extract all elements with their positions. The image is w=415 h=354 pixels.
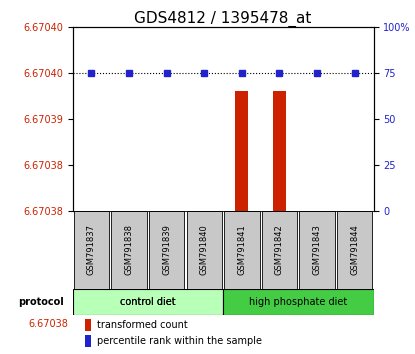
Bar <box>74 211 109 289</box>
Bar <box>337 211 372 289</box>
Bar <box>224 211 259 289</box>
Bar <box>187 211 222 289</box>
Text: GSM791838: GSM791838 <box>124 224 134 275</box>
Title: GDS4812 / 1395478_at: GDS4812 / 1395478_at <box>134 10 312 27</box>
Bar <box>299 211 335 289</box>
Bar <box>85 319 91 331</box>
Bar <box>262 211 297 289</box>
Bar <box>235 91 249 211</box>
Bar <box>273 91 286 211</box>
Text: GSM791841: GSM791841 <box>237 224 247 275</box>
Text: control diet: control diet <box>120 297 176 307</box>
Text: GSM791837: GSM791837 <box>87 224 96 275</box>
Text: protocol: protocol <box>19 297 64 307</box>
Text: GSM791840: GSM791840 <box>200 224 209 275</box>
Bar <box>149 211 184 289</box>
Text: transformed count: transformed count <box>97 320 188 330</box>
Text: GSM791844: GSM791844 <box>350 224 359 275</box>
Text: GSM791843: GSM791843 <box>312 224 322 275</box>
Text: high phosphate diet: high phosphate diet <box>249 297 347 307</box>
Text: GSM791842: GSM791842 <box>275 224 284 275</box>
Bar <box>73 289 223 315</box>
Bar <box>111 211 147 289</box>
Bar <box>85 335 91 347</box>
Text: percentile rank within the sample: percentile rank within the sample <box>97 336 262 346</box>
Text: control diet: control diet <box>120 297 176 307</box>
Text: GSM791839: GSM791839 <box>162 224 171 275</box>
Bar <box>223 289 374 315</box>
Text: 6.67038: 6.67038 <box>29 319 68 329</box>
